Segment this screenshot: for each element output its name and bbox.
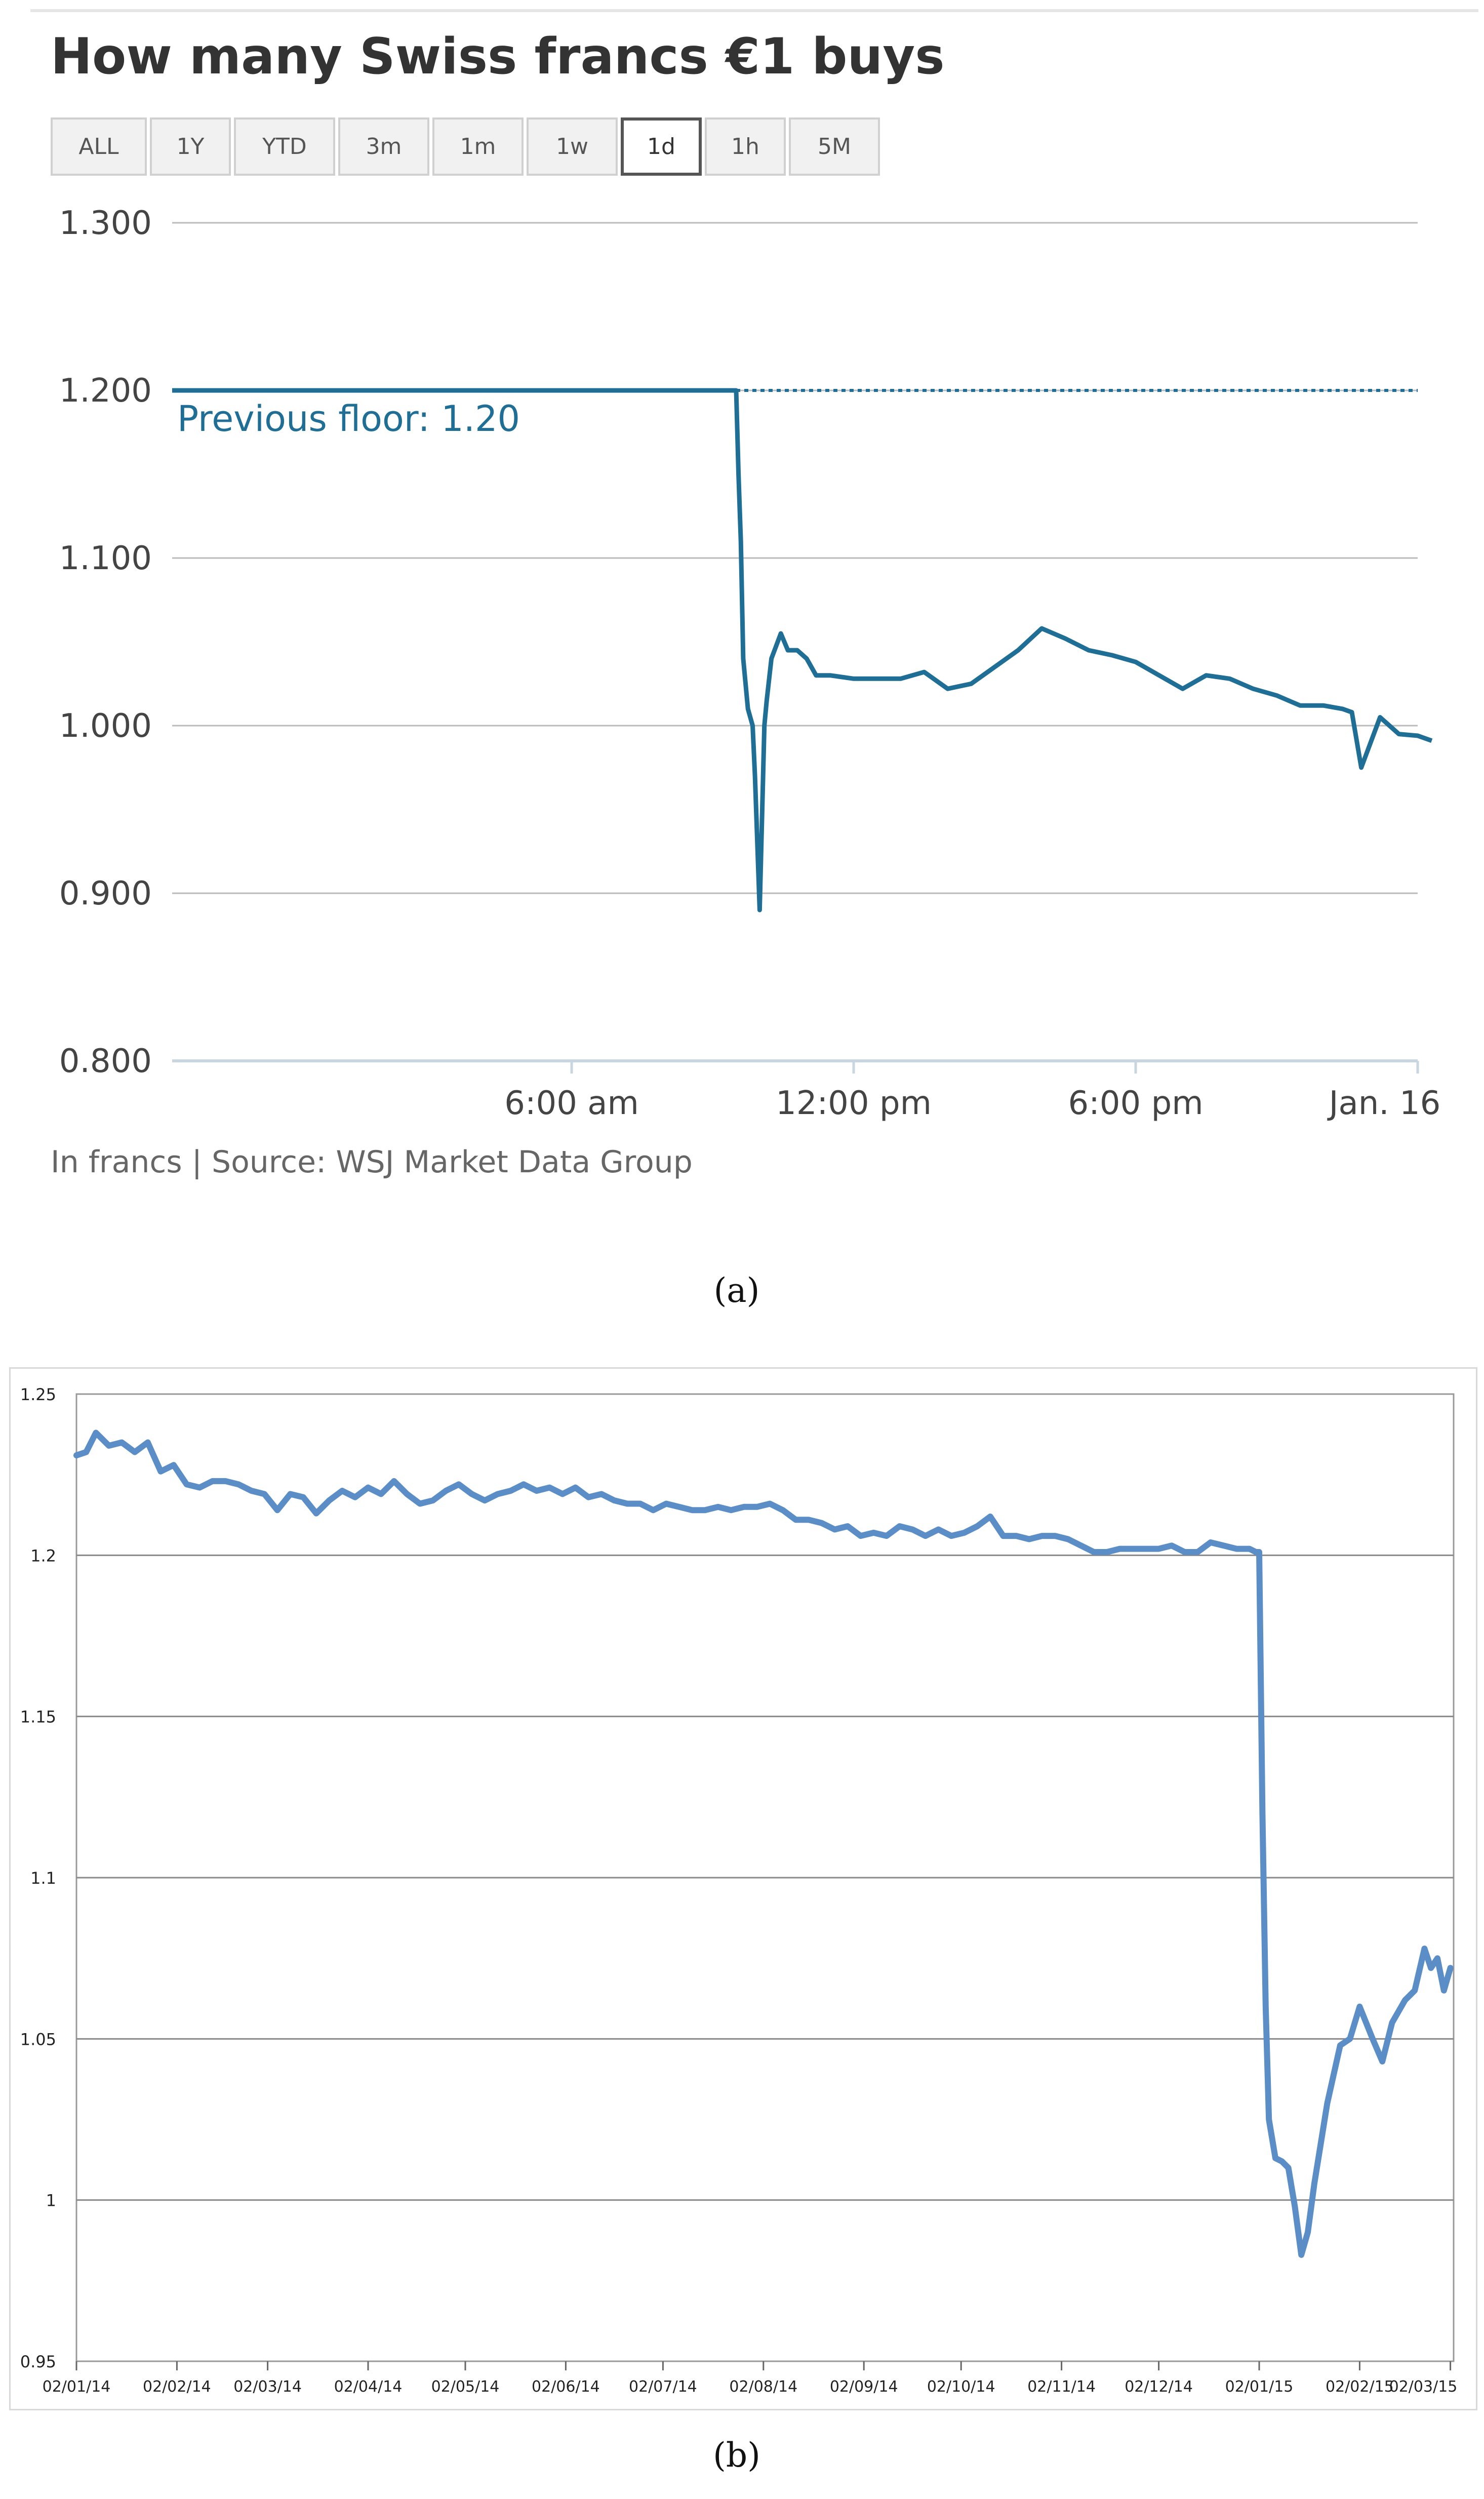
chart-b-x-tick-label: 02/02/14 bbox=[143, 2378, 211, 2396]
range-button-1w[interactable]: 1w bbox=[527, 117, 618, 176]
chart-a-title: How many Swiss francs €1 buys bbox=[51, 28, 945, 86]
chart-b-y-tick-label: 1 bbox=[46, 2191, 56, 2210]
chart-b-x-tick-label: 02/01/14 bbox=[43, 2378, 111, 2396]
chart-b-x-tick-label: 02/12/14 bbox=[1125, 2378, 1193, 2396]
range-button-1d[interactable]: 1d bbox=[621, 117, 702, 176]
chart-a-series-line bbox=[172, 388, 1433, 913]
top-rule bbox=[30, 9, 1478, 12]
range-button-5m[interactable]: 5M bbox=[789, 117, 880, 176]
chart-b-y-tick-label: 1.1 bbox=[30, 1869, 56, 1888]
chart-b-x-tick-label: 02/08/14 bbox=[729, 2378, 797, 2396]
chart-a-y-tick-label: 1.300 bbox=[59, 205, 152, 242]
source-note: In francs | Source: WSJ Market Data Grou… bbox=[51, 1144, 693, 1180]
chart-a-y-tick-label: 1.100 bbox=[59, 540, 152, 577]
chart-b-x-tick-label: 02/04/14 bbox=[334, 2378, 403, 2396]
chart-a-x-tick-label: 6:00 pm bbox=[1068, 1085, 1204, 1122]
caption-a: (a) bbox=[713, 1271, 760, 1310]
chart-b-series-line bbox=[73, 1430, 1454, 2258]
caption-b: (b) bbox=[713, 2436, 760, 2475]
previous-floor-label: Previous floor: 1.20 bbox=[177, 398, 520, 440]
chart-b-y-tick-label: 1.25 bbox=[20, 1385, 56, 1404]
chart-a: 1.300 1.200 1.100 1.000 0.900 0.800 6:00 am 12:… bbox=[59, 205, 1441, 1122]
panel-b: 1.25 1.2 1.15 1.1 1.05 1 0.95 02/01/14 02/02/14 0… bbox=[9, 1367, 1477, 2410]
chart-a-y-tick-label: 1.000 bbox=[59, 707, 152, 745]
chart-a-y-tick-label: 0.900 bbox=[59, 875, 152, 913]
chart-a-y-tick-label: 1.200 bbox=[59, 372, 152, 410]
range-button-3m[interactable]: 3m bbox=[338, 117, 429, 176]
chart-b-y-tick-label: 1.2 bbox=[30, 1546, 56, 1565]
chart-b-x-tick-label: 02/03/14 bbox=[233, 2378, 302, 2396]
range-button-ytd[interactable]: YTD bbox=[234, 117, 335, 176]
chart-b-x-tick-label: 02/06/14 bbox=[532, 2378, 600, 2396]
chart-a-x-tick-label: 6:00 am bbox=[504, 1085, 639, 1122]
range-button-1h[interactable]: 1h bbox=[705, 117, 786, 176]
range-button-all[interactable]: ALL bbox=[51, 117, 147, 176]
chart-b-x-tick-label: 02/02/15 bbox=[1326, 2378, 1394, 2396]
panel-a: How many Swiss francs €1 buys ALL 1Y YTD 3m… bbox=[30, 0, 1478, 1241]
chart-b-x-tick-label: 02/10/14 bbox=[927, 2378, 995, 2396]
chart-b-x-tick-label: 02/01/15 bbox=[1225, 2378, 1294, 2396]
chart-a-x-tick-label: Jan. 16 bbox=[1327, 1085, 1441, 1122]
chart-b-x-tick-label: 02/03/15 bbox=[1389, 2378, 1458, 2396]
chart-b-x-tick-label: 02/09/14 bbox=[830, 2378, 898, 2396]
chart-a-x-tick-label: 12:00 pm bbox=[776, 1085, 932, 1122]
chart-b-y-tick-label: 0.95 bbox=[20, 2352, 56, 2371]
chart-b-x-tick-label: 02/05/14 bbox=[431, 2378, 500, 2396]
chart-b: 1.25 1.2 1.15 1.1 1.05 1 0.95 02/01/14 02/02/14 0… bbox=[20, 1385, 1458, 2396]
chart-b-y-tick-label: 1.15 bbox=[20, 1708, 56, 1727]
chart-a-y-tick-label: 0.800 bbox=[59, 1043, 152, 1080]
chart-b-y-tick-label: 1.05 bbox=[20, 2030, 56, 2049]
chart-b-x-tick-label: 02/07/14 bbox=[629, 2378, 697, 2396]
range-button-1m[interactable]: 1m bbox=[432, 117, 524, 176]
range-button-1y[interactable]: 1Y bbox=[150, 117, 231, 176]
range-button-bar: ALL 1Y YTD 3m 1m 1w 1d 1h 5M bbox=[51, 117, 883, 176]
chart-b-x-tick-label: 02/11/14 bbox=[1027, 2378, 1096, 2396]
